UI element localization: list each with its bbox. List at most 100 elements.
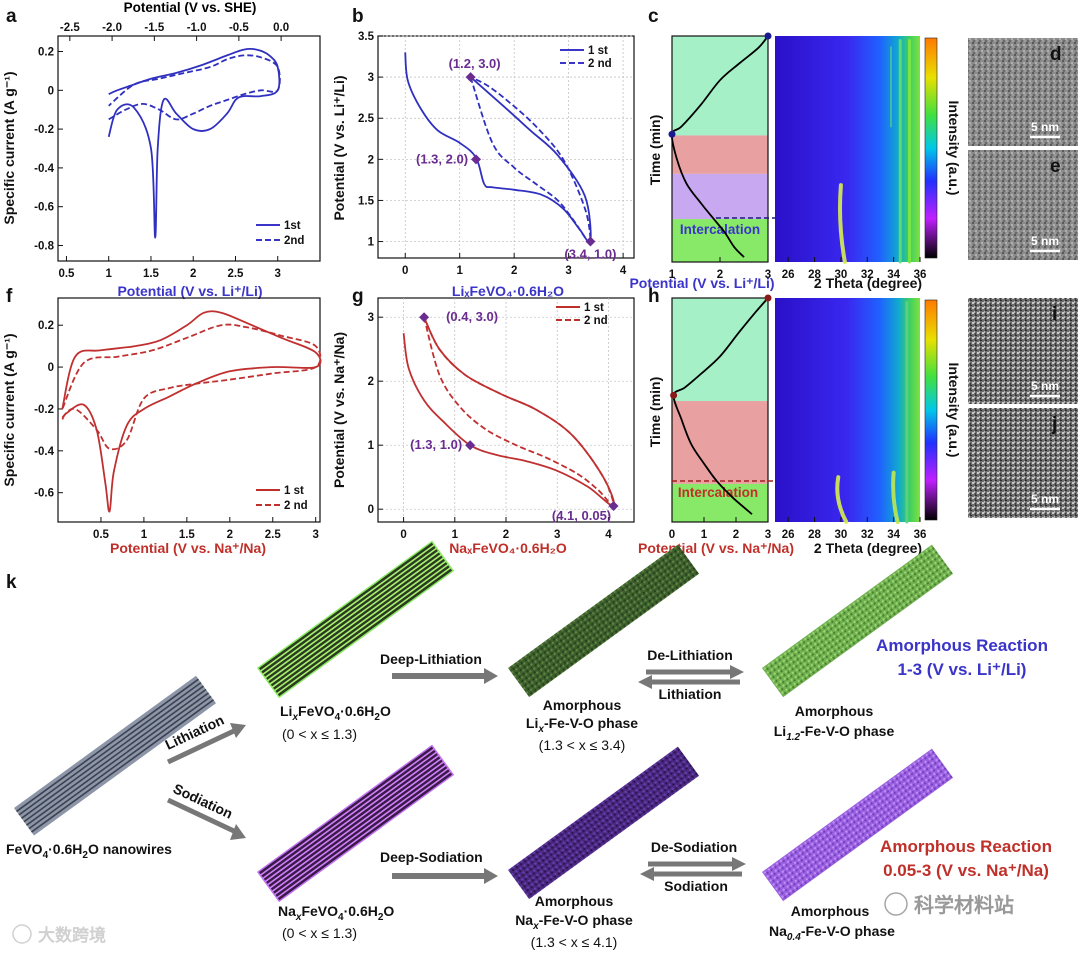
na-phase-label: NaxFeVO4·0.6H2O bbox=[278, 903, 394, 923]
a-toptick-label-0: -2.5 bbox=[60, 22, 80, 34]
panel-a-top-axis-label: Potential (V vs. SHE) bbox=[124, 0, 257, 15]
f-xtick-label-3: 2 bbox=[227, 529, 233, 541]
h-heatmap-reflection-1 bbox=[891, 470, 900, 524]
h-xtick-label-1: 1 bbox=[701, 529, 708, 541]
panel-k-schematic: FeVO4·0.6H2O nanowires Lithiation Sodiat… bbox=[6, 540, 1052, 950]
deep-sodiation-head bbox=[484, 868, 498, 884]
g-ytick-label-1: 1 bbox=[368, 440, 375, 452]
f-ytick-label-4: -0.6 bbox=[34, 488, 54, 500]
g-annotation-label-1: (1.3, 1.0) bbox=[410, 437, 462, 452]
g-xtick-label-3: 3 bbox=[554, 529, 560, 541]
tem-d: d 5 nm bbox=[968, 38, 1078, 146]
panel-a-frame bbox=[57, 35, 321, 262]
g-annotation-marker-1 bbox=[465, 440, 476, 451]
b-ytick-label-2: 2 bbox=[368, 154, 374, 166]
panel-f-legend-text-1: 1 st bbox=[284, 485, 304, 497]
f-xtick-label-0: 0.5 bbox=[93, 529, 110, 541]
c-heatmap-xtick-label-4: 34 bbox=[887, 269, 900, 281]
na-range: (0 < x ≤ 1.3) bbox=[282, 925, 357, 941]
amorph-li-label-1: Amorphous bbox=[543, 697, 622, 713]
panel-a-series bbox=[107, 47, 281, 239]
panel-a-cv-li: Potential (V vs. SHE) -2.5 -2.0 -1.5 -1.0 -0… bbox=[1, 0, 321, 299]
watermark-left-icon bbox=[12, 924, 32, 944]
panel-a-y-label: Specific current (A g⁻¹) bbox=[1, 71, 17, 224]
panel-c-x-ticks: 1 2 3 bbox=[669, 257, 771, 281]
desodiation-label: De-Sodiation bbox=[651, 839, 737, 855]
b-annotation-label-2: (3.4, 1.0) bbox=[564, 247, 616, 262]
nanowire-na04-body bbox=[762, 748, 954, 902]
li-stripe-5 bbox=[269, 557, 445, 685]
b-ytick-label-1: 1.5 bbox=[358, 195, 375, 207]
pristine-stripe-3 bbox=[21, 685, 204, 819]
panel-label-a: a bbox=[6, 6, 17, 27]
amorph-li12-label-1: Amorphous bbox=[795, 703, 874, 719]
h-heatmap-xtick-label-1: 28 bbox=[808, 529, 821, 541]
g-ytick-label-3: 3 bbox=[368, 312, 374, 324]
b-ytick-label-5: 3.5 bbox=[358, 31, 375, 43]
amorph-li-label-2: Lix-Fe-V-O phase bbox=[526, 715, 638, 735]
a-series-1 bbox=[107, 47, 281, 239]
na-stripe-3 bbox=[264, 754, 440, 883]
panel-a-y-ticks: 0.2 0 -0.2 -0.4 -0.6 -0.8 bbox=[34, 47, 63, 252]
panel-a-x-ticks: 0.5 1 1.5 2 2.5 3 bbox=[58, 256, 281, 280]
panel-label-c: c bbox=[648, 6, 659, 27]
na-stripe-2 bbox=[262, 751, 438, 880]
f-series-2 bbox=[61, 323, 322, 451]
h-heatmap-xtick-label-2: 30 bbox=[835, 529, 848, 541]
reaction-li-line-2: 1-3 (V vs. Li⁺/Li) bbox=[898, 660, 1027, 679]
g-annotation-marker-2 bbox=[608, 501, 619, 511]
na-stripe-7 bbox=[273, 767, 449, 896]
tem-j: j 5 nm bbox=[968, 408, 1078, 518]
amorph-li12-label-2: Li1.2-Fe-V-O phase bbox=[774, 723, 895, 743]
li-stripe-6 bbox=[271, 560, 447, 689]
amorph-li-range: (1.3 < x ≤ 3.4) bbox=[539, 737, 626, 753]
panel-g-legend: 1 st 2 nd bbox=[556, 302, 608, 327]
f-xtick-label-1: 1 bbox=[141, 529, 148, 541]
deep-lithiation-head bbox=[484, 668, 498, 684]
c-heatmap-xtick-label-0: 26 bbox=[782, 269, 795, 281]
panel-h-heatmap bbox=[775, 298, 920, 522]
nanowire-li12-body bbox=[762, 544, 954, 698]
panel-f-y-label: Specific current (A g⁻¹) bbox=[1, 333, 17, 486]
panel-label-b: b bbox=[352, 6, 364, 27]
watermark-right: 科学材料站 bbox=[884, 892, 1014, 917]
g-series-1 bbox=[402, 316, 615, 507]
panel-h-heatmap-x-ticks: 26 28 30 32 34 36 bbox=[782, 517, 927, 541]
h-xtick-label-0: 0 bbox=[669, 529, 675, 541]
arrow-lithiation-head bbox=[230, 723, 246, 738]
f-xtick-label-4: 2.5 bbox=[265, 529, 282, 541]
panel-h-heatmap-x-label: 2 Theta (degree) bbox=[814, 540, 922, 556]
tem-e-scale-text: 5 nm bbox=[1031, 234, 1059, 248]
tem-d-image bbox=[968, 38, 1078, 146]
g-annotation-marker-0 bbox=[419, 312, 430, 323]
panel-b-annotations: (1.2, 3.0) (1.3, 2.0) (3.4, 1.0) bbox=[416, 56, 616, 261]
h-heatmap-xtick-label-4: 34 bbox=[887, 529, 900, 541]
nanowire-li-amorphous bbox=[508, 544, 700, 698]
c-heatmap-xtick-label-5: 36 bbox=[914, 269, 927, 281]
b-annotation-label-0: (1.2, 3.0) bbox=[449, 56, 501, 71]
watermark-right-icon bbox=[884, 892, 908, 916]
nanowire-pristine bbox=[14, 675, 217, 836]
h-heatmap-xtick-label-3: 32 bbox=[861, 529, 874, 541]
nanowire-li-crystal bbox=[256, 540, 455, 699]
c-heatmap-xtick-label-2: 30 bbox=[835, 269, 848, 281]
panel-c-insitu-li: Intercalation 1 2 3 Time (min) Potential (… bbox=[629, 32, 962, 291]
lithiation2-label: Lithiation bbox=[659, 686, 722, 702]
c-heatmap-xtick-label-1: 28 bbox=[808, 269, 821, 281]
c-band-mid bbox=[672, 135, 768, 174]
panel-b-series bbox=[404, 52, 592, 245]
a-ytick-label-0: 0.2 bbox=[38, 47, 54, 59]
panel-c-heatmap-x-ticks: 26 28 30 32 34 36 bbox=[782, 257, 927, 281]
li-stripe-2 bbox=[262, 547, 438, 676]
h-heatmap-xtick-label-5: 36 bbox=[914, 529, 927, 541]
arrow-sodiation-head bbox=[230, 824, 246, 840]
panel-f-series bbox=[61, 310, 322, 513]
panel-b-x-label: LiₓFeVO₄·0.6H₂O bbox=[452, 283, 564, 299]
a-xtick-label-0: 0.5 bbox=[58, 268, 75, 280]
na-stripe-6 bbox=[271, 764, 447, 893]
nanowire-na04-amorphous bbox=[762, 748, 954, 902]
a-ytick-label-4: -0.6 bbox=[34, 202, 54, 214]
panel-g-legend-text-1: 1 st bbox=[584, 302, 604, 314]
g-xtick-label-2: 2 bbox=[503, 529, 509, 541]
